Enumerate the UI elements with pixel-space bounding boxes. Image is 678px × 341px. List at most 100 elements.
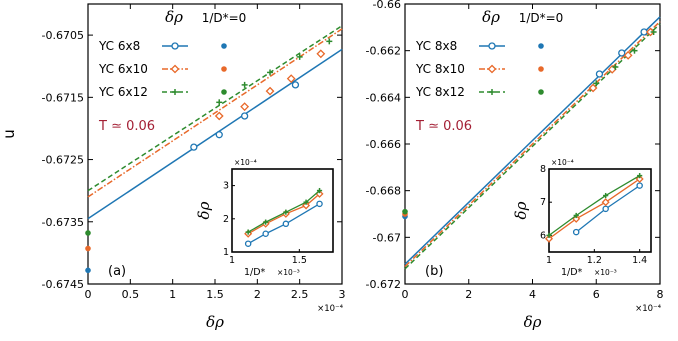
- panel-a-legend-marker-2: [172, 89, 178, 95]
- panel-b-point-2: [631, 47, 638, 54]
- panel-a-inset-point-0: [316, 200, 323, 208]
- panel-a-legend-marker-1: [170, 64, 180, 74]
- panel-b-inset-ytick-label: 8: [540, 164, 546, 175]
- panel-b-ytick-label: -0.66: [373, 0, 401, 11]
- panel-a-ytick-label: -0.6725: [42, 154, 84, 167]
- panel-b-ytick-label: -0.664: [366, 91, 401, 104]
- panel-b-legend-dot-2: [538, 89, 544, 95]
- panel-a-xlabel: δρ: [206, 313, 224, 331]
- panel-b-point-1: [646, 27, 655, 37]
- panel-a-point-1: [316, 49, 326, 59]
- panel-a-inset-xlabel: 1/D*: [244, 267, 266, 278]
- panel-a-ytick-label: -0.6715: [42, 91, 84, 104]
- panel-b-fit-line-1: [404, 20, 661, 268]
- panel-b-inset-xtick-label: 1.4: [632, 255, 647, 266]
- panel-b-inset-point-2: [546, 232, 552, 238]
- panel-b-ytick-label: -0.662: [366, 45, 401, 58]
- panel-a-legend-dot-1: [221, 66, 227, 72]
- panel-a-extrapolated-point-1: [85, 245, 91, 252]
- panel-a-panel-label: (a): [108, 264, 126, 279]
- panel-b-inset-xtick-label: 1.2: [587, 255, 602, 266]
- panel-b-xtick-label: 2: [465, 288, 472, 301]
- panel-a-legend-dot-2: [221, 89, 227, 95]
- panel-b-point-2: [650, 29, 657, 35]
- panel-a-inset-xtick-label: 1: [229, 255, 235, 266]
- panel-b-legend-label-1: YC 8x10: [415, 62, 465, 76]
- panel-a-point-2: [326, 38, 333, 45]
- panel-a-inset-x-multiplier: ×10⁻³: [277, 268, 300, 277]
- panel-b-x-multiplier: ×10⁻⁴: [635, 304, 661, 314]
- panel-b-legend-header-2: 1/D*=0: [519, 11, 564, 25]
- panel-a-fit-line-2: [87, 25, 343, 192]
- panel-b-point-1: [588, 83, 598, 93]
- panel-a-inset-ylabel: δρ: [195, 201, 213, 219]
- panel-a-temperature-label: T ≃ 0.06: [98, 119, 155, 134]
- panel-a-inset-ytick-label: 2: [223, 214, 229, 225]
- panel-a-point-1: [286, 74, 296, 84]
- panel-b-fit-line-0: [404, 16, 661, 265]
- panel-a-legend-label-1: YC 6x10: [98, 62, 148, 76]
- panel-a-legend-dot-0: [221, 43, 227, 49]
- panel-b-xlabel: δρ: [524, 313, 542, 331]
- panel-a-ytick-label: -0.6735: [42, 216, 84, 229]
- panel-b-extrapolated-point-2: [402, 208, 408, 215]
- panel-a-legend-header-2: 1/D*=0: [202, 11, 247, 25]
- panel-b-legend-header-1: δρ: [482, 8, 500, 26]
- panel-a-xtick-label: 2: [254, 288, 261, 301]
- panel-a-inset-point-2: [283, 209, 289, 215]
- panel-a-point-0: [215, 131, 223, 139]
- panel-a-ytick-label: -0.6745: [42, 278, 84, 291]
- panel-a-legend-header-1: δρ: [165, 8, 183, 26]
- panel-a-xtick-label: 0: [85, 288, 92, 301]
- panel-b-legend-dot-0: [538, 43, 544, 49]
- panel-a-legend-label-0: YC 6x8: [98, 39, 140, 53]
- panel-b-inset-xtick-label: 1: [546, 255, 552, 266]
- panel-b-point-2: [593, 80, 600, 87]
- panel-a-point-1: [214, 111, 224, 121]
- panel-a-inset-point-2: [303, 199, 309, 205]
- panel-a-inset-point-2: [263, 219, 269, 225]
- panel-b-point-2: [612, 64, 619, 70]
- panel-a-x-multiplier: ×10⁻⁴: [317, 304, 343, 314]
- panel-b-legend-marker-2: [489, 89, 495, 95]
- panel-b-xtick-label: 8: [657, 288, 664, 301]
- panel-a-inset-line-0: [247, 203, 320, 245]
- panel-b-inset-point-1: [544, 234, 554, 243]
- panel-b-inset-point-2: [573, 212, 579, 219]
- panel-a-xtick-label: 2.5: [291, 288, 309, 301]
- panel-b-xtick-label: 4: [529, 288, 536, 301]
- panel-b-legend-label-2: YC 8x12: [415, 85, 465, 99]
- panel-a-legend-label-2: YC 6x12: [98, 85, 148, 99]
- panel-a-point-0: [190, 143, 198, 151]
- panel-b-inset-point-0: [636, 182, 643, 189]
- panel-a-inset-ytick-label: 1: [223, 247, 229, 258]
- panel-a-point-2: [241, 81, 248, 88]
- panel-a-ytick-label: -0.6705: [42, 29, 84, 42]
- panel-a-xtick-label: 3: [339, 288, 346, 301]
- panel-b-ytick-label: -0.67: [373, 231, 401, 244]
- panel-b-ytick-label: -0.672: [366, 278, 401, 291]
- panel-a-inset-point-0: [244, 240, 252, 247]
- panel-b-inset-y-multiplier: ×10⁻⁴: [551, 158, 574, 167]
- panel-a-inset-y-multiplier: ×10⁻⁴: [234, 158, 257, 167]
- panel-a-point-1: [240, 102, 250, 112]
- panel-a-inset-frame: [231, 168, 334, 253]
- panel-b-inset-ytick-label: 7: [540, 197, 546, 208]
- panel-b-inset-point-0: [572, 228, 580, 236]
- panel-a-inset-point-0: [262, 230, 269, 237]
- panel-b-inset-point-2: [603, 192, 609, 199]
- panel-a-point-2: [267, 69, 274, 76]
- panel-b-legend-dot-1: [538, 66, 544, 72]
- panel-a-point-2: [296, 53, 303, 60]
- panel-b-inset-point-1: [635, 174, 644, 183]
- panel-b-inset-xlabel: 1/D*: [561, 267, 583, 278]
- panel-b-legend-marker-1: [487, 64, 497, 74]
- panel-a-point-0: [240, 112, 249, 120]
- panel-b-panel-label: (b): [425, 264, 443, 279]
- panel-b-inset-line-2: [548, 175, 640, 236]
- panel-b-point-0: [595, 70, 604, 78]
- panel-a-point-0: [291, 81, 300, 89]
- panel-b-temperature-label: T ≃ 0.06: [415, 119, 472, 134]
- panel-b-inset-line-1: [548, 178, 641, 240]
- panel-b-legend-label-0: YC 8x8: [415, 39, 457, 53]
